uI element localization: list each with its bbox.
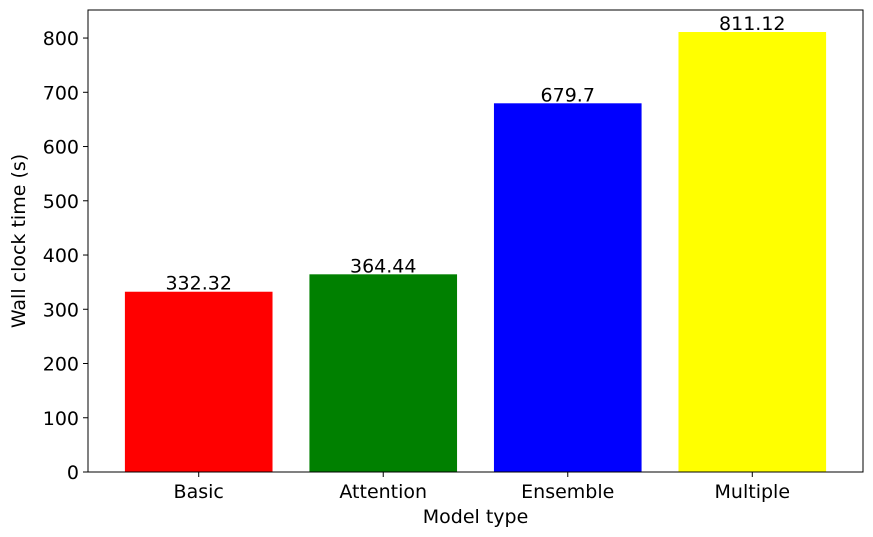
x-axis: Basic Attention Ensemble Multiple bbox=[174, 472, 790, 503]
y-tick-label: 300 bbox=[43, 299, 79, 321]
bar-value-label: 811.12 bbox=[719, 13, 785, 35]
bar-value-labels: 332.32 364.44 679.7 811.12 bbox=[165, 13, 785, 295]
y-tick-label: 200 bbox=[43, 354, 79, 376]
y-axis: 0 100 200 300 400 500 600 700 800 bbox=[43, 28, 88, 484]
y-axis-label: Wall clock time (s) bbox=[8, 154, 30, 328]
y-tick-label: 0 bbox=[67, 462, 79, 484]
bar-basic bbox=[124, 291, 273, 472]
x-tick-label: Ensemble bbox=[521, 481, 614, 503]
bar-attention bbox=[309, 274, 458, 472]
x-tick-label: Attention bbox=[339, 481, 427, 503]
bar-multiple bbox=[678, 32, 827, 473]
x-tick-label: Multiple bbox=[715, 481, 790, 503]
y-tick-label: 700 bbox=[43, 82, 79, 104]
y-tick-label: 600 bbox=[43, 137, 79, 159]
y-tick-label: 100 bbox=[43, 408, 79, 430]
y-tick-label: 500 bbox=[43, 191, 79, 213]
x-axis-label: Model type bbox=[423, 506, 529, 528]
plot-frame bbox=[87, 9, 864, 473]
bar-value-label: 364.44 bbox=[350, 255, 416, 277]
bar-value-label: 332.32 bbox=[165, 273, 231, 295]
y-tick-label: 800 bbox=[43, 28, 79, 50]
bar-value-label: 679.7 bbox=[541, 84, 595, 106]
x-tick-label: Basic bbox=[174, 481, 224, 503]
y-tick-label: 400 bbox=[43, 245, 79, 267]
bars-group bbox=[124, 32, 827, 473]
bar-ensemble bbox=[493, 103, 642, 472]
